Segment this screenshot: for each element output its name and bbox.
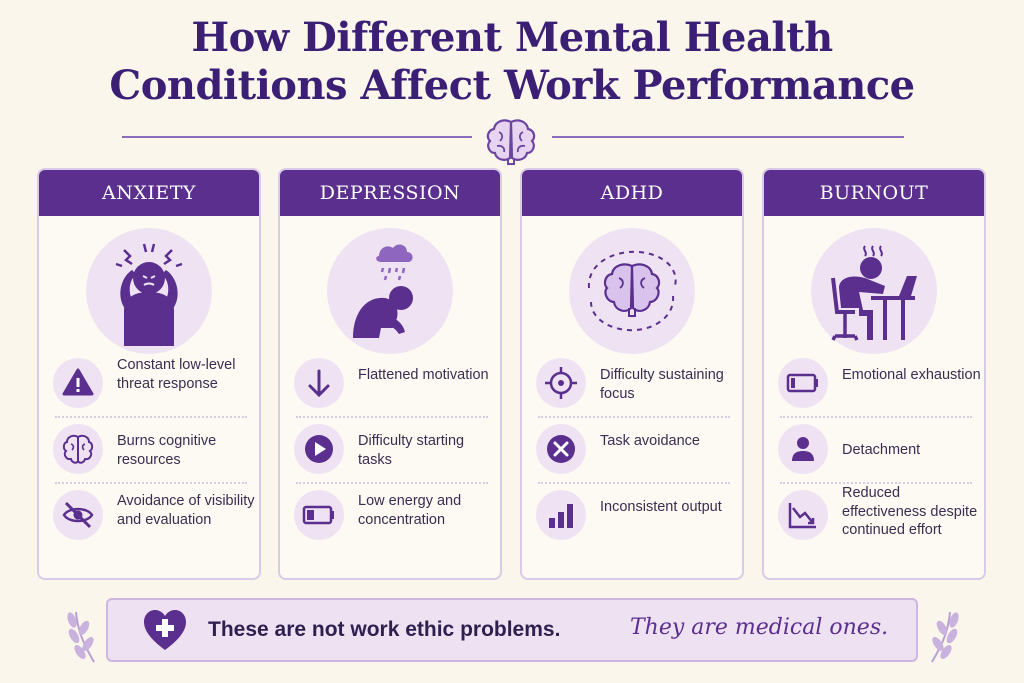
crosshair-icon xyxy=(536,358,586,408)
item-text: Low energy and concentration xyxy=(358,493,462,528)
page-title: How Different Mental Health Conditions A… xyxy=(0,14,1024,110)
item-text: Difficulty starting tasks xyxy=(358,433,465,468)
card-depression: DEPRESSION Flattened motivation Difficul… xyxy=(278,168,502,580)
card-anxiety: ANXIETY Constant low-level threat respon… xyxy=(37,168,261,580)
play-button-icon xyxy=(294,424,344,474)
item-text: Burns cognitive resources xyxy=(117,433,217,468)
item-separator xyxy=(55,416,247,418)
item-text: Flattened motivation xyxy=(358,367,489,383)
card-header: DEPRESSION xyxy=(280,170,500,216)
item-text: Emotional exhaustion xyxy=(842,367,981,383)
bar-chart-icon xyxy=(536,490,586,540)
brain-icon xyxy=(53,424,103,474)
item-text: Detachment xyxy=(842,442,921,458)
item-separator xyxy=(780,416,972,418)
item-separator xyxy=(55,482,247,484)
x-circle-icon xyxy=(536,424,586,474)
eye-slash-icon xyxy=(53,490,103,540)
declining-chart-icon xyxy=(778,490,828,540)
title-line-1: How Different Mental Health xyxy=(191,14,833,61)
low-battery-icon xyxy=(294,490,344,540)
laurel-sprig-icon xyxy=(67,611,95,663)
exhausted-person-at-desk-icon xyxy=(811,228,937,354)
item-separator xyxy=(296,482,488,484)
card-header: BURNOUT xyxy=(764,170,984,216)
laurel-sprig-icon xyxy=(931,611,959,663)
person-icon xyxy=(778,424,828,474)
card-burnout: BURNOUT Emotional exhaustion xyxy=(762,168,986,580)
item-text: Inconsistent output xyxy=(600,499,722,515)
item-text: Avoidance of visibility and evaluation xyxy=(117,493,255,528)
item-separator xyxy=(780,482,972,484)
banner-main-text: These are not work ethic problems. xyxy=(208,618,561,641)
item-separator xyxy=(538,416,730,418)
title-divider-left xyxy=(122,136,472,138)
brain-icon xyxy=(482,116,540,166)
card-header: ANXIETY xyxy=(39,170,259,216)
slumped-person-rain-cloud-icon xyxy=(327,228,453,354)
card-header: ADHD xyxy=(522,170,742,216)
title-divider-right xyxy=(552,136,904,138)
item-text: Constant low-level threat response xyxy=(117,357,236,392)
banner-script-text: They are medical ones. xyxy=(630,615,889,640)
item-separator xyxy=(538,482,730,484)
item-text: Task avoidance xyxy=(600,433,700,449)
card-adhd: ADHD Difficulty sustaining focus xyxy=(520,168,744,580)
stressed-person-holding-head-icon xyxy=(86,228,212,354)
item-separator xyxy=(296,416,488,418)
warning-triangle-icon xyxy=(53,358,103,408)
empty-battery-icon xyxy=(778,358,828,408)
heart-medical-cross-icon xyxy=(144,610,186,650)
title-line-2: Conditions Affect Work Performance xyxy=(109,62,915,109)
item-text: Reduced effectiveness despite continued … xyxy=(842,485,978,538)
scattered-brain-icon xyxy=(569,228,695,354)
message-banner: These are not work ethic problems. They … xyxy=(106,598,918,662)
item-text: Difficulty sustaining focus xyxy=(600,367,724,402)
arrow-down-icon xyxy=(294,358,344,408)
